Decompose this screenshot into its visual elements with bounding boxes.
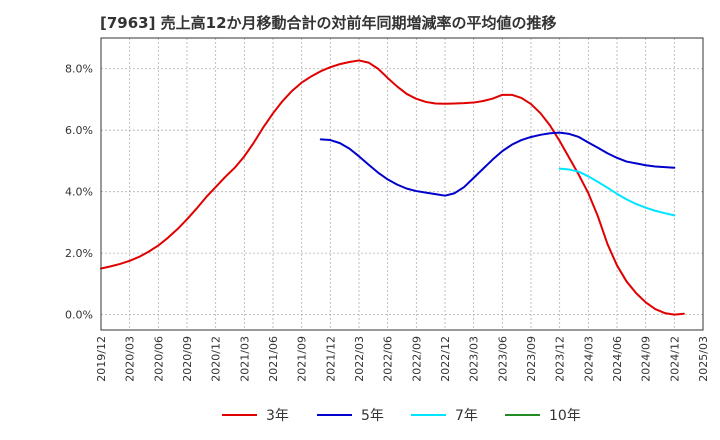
x-tick-label: 2022/09	[410, 336, 423, 382]
y-tick-label: 0.0%	[65, 309, 93, 322]
plot-area-frame	[100, 37, 704, 331]
y-tick-label: 4.0%	[65, 186, 93, 199]
legend: 3年 5年 7年 10年	[222, 408, 581, 424]
x-tick-label: 2020/09	[181, 336, 194, 382]
x-tick-label: 2024/06	[611, 336, 624, 382]
y-tick-label: 8.0%	[65, 63, 93, 76]
legend-label: 3年	[266, 408, 289, 424]
x-tick-label: 2023/06	[496, 336, 509, 382]
x-tick-label: 2022/03	[353, 336, 366, 382]
x-tick-label: 2020/06	[152, 336, 165, 382]
legend-label: 7年	[455, 408, 478, 424]
y-tick-label: 6.0%	[65, 124, 93, 137]
legend-label: 10年	[549, 408, 581, 424]
x-tick-label: 2022/06	[382, 336, 395, 382]
x-tick-label: 2024/09	[640, 336, 653, 382]
series-lines	[100, 59, 685, 316]
x-tick-label: 2023/03	[468, 336, 481, 382]
x-tick-label: 2021/06	[267, 336, 280, 382]
x-tick-label: 2025/03	[697, 336, 710, 382]
grid-lines	[100, 38, 704, 330]
legend-label: 5年	[361, 408, 384, 424]
series-line-7年	[558, 167, 676, 217]
y-axis-ticks: 0.0% 2.0% 4.0% 6.0% 8.0%	[65, 63, 93, 322]
series-line-5年	[319, 131, 676, 197]
x-tick-label: 2023/09	[525, 336, 538, 382]
x-axis-ticks: 2019/12 2020/03 2020/06 2020/09 2020/12 2021/…	[95, 336, 710, 382]
x-tick-label: 2021/12	[324, 336, 337, 382]
x-tick-label: 2024/12	[668, 336, 681, 382]
x-tick-label: 2021/09	[296, 336, 309, 382]
series-line-3年	[100, 59, 685, 316]
x-tick-label: 2020/12	[210, 336, 223, 382]
x-tick-label: 2019/12	[95, 336, 108, 382]
x-tick-label: 2021/03	[238, 336, 251, 382]
y-tick-label: 2.0%	[65, 247, 93, 260]
x-tick-label: 2024/03	[582, 336, 595, 382]
x-tick-label: 2022/12	[439, 336, 452, 382]
x-tick-label: 2023/12	[554, 336, 567, 382]
chart-title: [7963] 売上高12か月移動合計の対前年同期増減率の平均値の推移	[100, 14, 557, 32]
x-tick-label: 2020/03	[124, 336, 137, 382]
